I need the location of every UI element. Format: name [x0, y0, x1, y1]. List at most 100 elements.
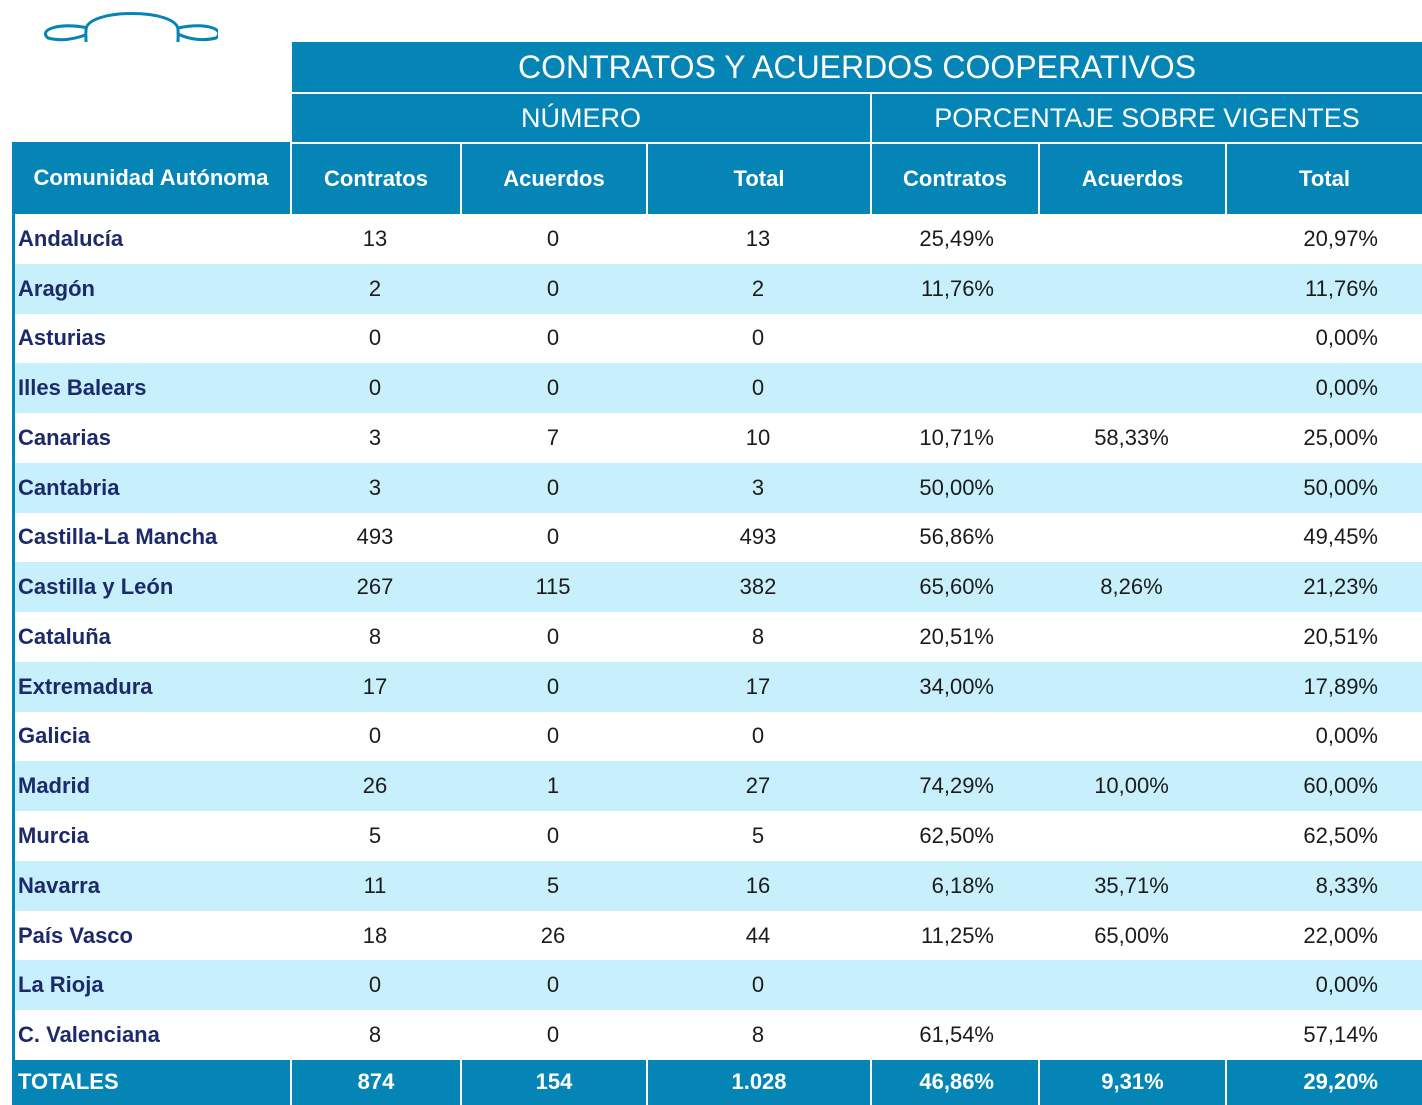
row-label: La Rioja [18, 972, 104, 998]
row [12, 612, 1422, 662]
row [12, 1010, 1422, 1060]
row-label: Aragón [18, 275, 95, 301]
column-header: Total [1225, 142, 1422, 214]
cell: 493 [356, 524, 394, 550]
row [12, 214, 1422, 264]
cell: 62,50% [919, 822, 994, 848]
row-label: Cataluña [18, 623, 111, 649]
cell: 50,00% [919, 474, 994, 500]
cell: 0 [751, 972, 765, 998]
cell: 0 [751, 723, 765, 749]
row-label: Navarra [18, 872, 100, 898]
cell: 60,00% [1303, 773, 1378, 799]
row [12, 462, 1422, 513]
cell: 3 [368, 474, 382, 500]
cell: 20,51% [919, 623, 994, 649]
group: PORCENTAJE SOBRE VIGENTES [870, 94, 1422, 142]
cell: 25,49% [919, 225, 994, 251]
cell: 74,29% [919, 773, 994, 799]
row-label: Cantabria [18, 474, 120, 500]
cell: 21,23% [1303, 574, 1378, 600]
cell: 44 [745, 922, 771, 948]
cell: 7 [546, 424, 560, 450]
row [12, 363, 1422, 414]
cell: 0 [546, 623, 560, 649]
cell: 11,25% [921, 922, 994, 948]
cell: 0 [751, 325, 765, 351]
cell: 3 [368, 424, 382, 450]
cell: 26 [362, 773, 388, 799]
cell: 56,86% [919, 524, 994, 550]
total-cell: 874 [290, 1059, 460, 1105]
cell: 49,45% [1303, 524, 1378, 550]
cell: 50,00% [1303, 474, 1378, 500]
cell: 267 [356, 574, 394, 600]
cell: 25,00% [1303, 424, 1378, 450]
total-label: TOTALES [12, 1059, 290, 1105]
cell: 0 [546, 723, 560, 749]
row-label: Castilla y León [18, 574, 174, 600]
cell: 13 [362, 225, 388, 251]
row [12, 860, 1422, 911]
cell: 0 [546, 375, 560, 401]
group: NÚMERO [290, 94, 870, 142]
cell: 13 [745, 225, 771, 251]
cell: 0 [546, 275, 560, 301]
cell: 20,51% [1303, 623, 1378, 649]
cell: 0 [546, 1022, 560, 1048]
total-cell: 1.028 [646, 1059, 870, 1105]
cell: 8 [751, 1022, 765, 1048]
cell: 5 [751, 822, 765, 848]
cell: 0 [751, 375, 765, 401]
cell: 6,18% [931, 872, 994, 898]
row-label: Castilla-La Mancha [18, 524, 218, 550]
cell: 22,00% [1303, 922, 1378, 948]
row-label: Madrid [18, 773, 91, 799]
cell: 58,33% [1094, 424, 1169, 450]
row [12, 263, 1422, 314]
row [12, 512, 1422, 563]
cell: 11,76% [921, 275, 994, 301]
row [12, 562, 1422, 613]
row [12, 761, 1422, 812]
cell: 10,00% [1094, 773, 1169, 799]
column-header: Acuerdos [1038, 142, 1225, 214]
cell: 17,89% [1303, 673, 1378, 699]
cell: 0 [368, 972, 382, 998]
cell: 11 [363, 872, 387, 898]
total-cell: 29,20% [1225, 1059, 1422, 1105]
cell: 8,33% [1315, 872, 1378, 898]
cell: 382 [739, 574, 777, 600]
row-label: Extremadura [18, 673, 153, 699]
column-header: Acuerdos [460, 142, 646, 214]
cell: 0 [546, 822, 560, 848]
row [12, 313, 1422, 364]
cell: 0 [546, 225, 560, 251]
cell: 1 [546, 773, 560, 799]
cell: 0,00% [1315, 325, 1378, 351]
row-label: Asturias [18, 325, 107, 351]
row [12, 711, 1422, 762]
cell: 8,26% [1100, 574, 1163, 600]
cell: 10,71% [919, 424, 994, 450]
row [12, 910, 1422, 961]
cell: 0 [546, 673, 560, 699]
cell: 8 [368, 623, 382, 649]
row-label: Andalucía [18, 225, 124, 251]
cell: 11,76% [1305, 275, 1378, 301]
cell: 61,54% [919, 1022, 994, 1048]
row [12, 960, 1422, 1011]
row [12, 811, 1422, 861]
cell: 0 [546, 972, 560, 998]
row-label: C. Valenciana [18, 1022, 160, 1048]
column-header: Total [646, 142, 870, 214]
cell: 0 [368, 375, 382, 401]
cell: 0 [368, 325, 382, 351]
column-header: Contratos [870, 142, 1038, 214]
cell: 65,60% [919, 574, 994, 600]
cell: 17 [362, 673, 388, 699]
cell: 0 [546, 325, 560, 351]
cell: 10 [745, 424, 771, 450]
cell: 3 [751, 474, 765, 500]
cell: 0,00% [1315, 723, 1378, 749]
